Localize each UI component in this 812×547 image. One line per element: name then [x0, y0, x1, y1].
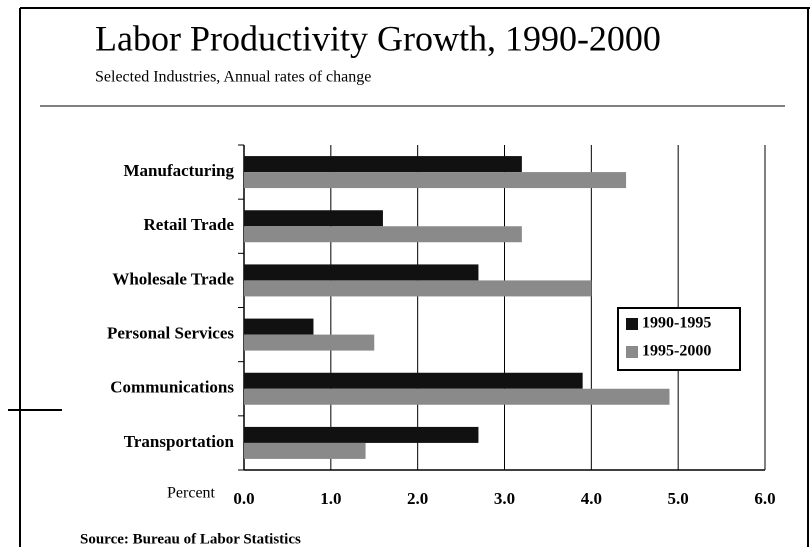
bar	[244, 280, 592, 297]
bar	[244, 334, 375, 351]
bar	[244, 442, 366, 459]
legend-swatch	[626, 346, 638, 358]
legend-box	[617, 307, 741, 371]
bar	[244, 318, 314, 335]
bar	[244, 388, 670, 405]
y-tick-label: Manufacturing	[124, 161, 235, 180]
bar	[244, 226, 522, 243]
bar	[244, 210, 383, 227]
y-tick-label: Retail Trade	[144, 215, 235, 234]
x-tick-label: 0.0	[233, 489, 254, 508]
bar	[244, 264, 479, 281]
legend-label: 1990-1995	[642, 315, 711, 332]
bar	[244, 156, 522, 173]
x-tick-label: 2.0	[407, 489, 428, 508]
y-tick-label: Transportation	[124, 432, 235, 451]
source-note: Source: Bureau of Labor Statistics	[80, 531, 301, 547]
x-axis-label: Percent	[167, 485, 216, 502]
x-tick-label: 1.0	[320, 489, 341, 508]
chart-title: Labor Productivity Growth, 1990-2000	[95, 18, 661, 58]
y-tick-label: Wholesale Trade	[112, 269, 234, 288]
x-tick-label: 3.0	[494, 489, 515, 508]
x-tick-label: 6.0	[754, 489, 775, 508]
legend-label: 1995-2000	[642, 343, 711, 360]
chart-subtitle: Selected Industries, Annual rates of cha…	[95, 69, 371, 86]
bar	[244, 172, 627, 189]
x-tick-label: 5.0	[668, 489, 689, 508]
x-tick-label: 4.0	[581, 489, 602, 508]
bar	[244, 426, 479, 443]
legend-swatch	[626, 318, 638, 330]
y-tick-label: Communications	[110, 378, 234, 397]
y-tick-label: Personal Services	[107, 323, 234, 342]
bar	[244, 372, 583, 389]
